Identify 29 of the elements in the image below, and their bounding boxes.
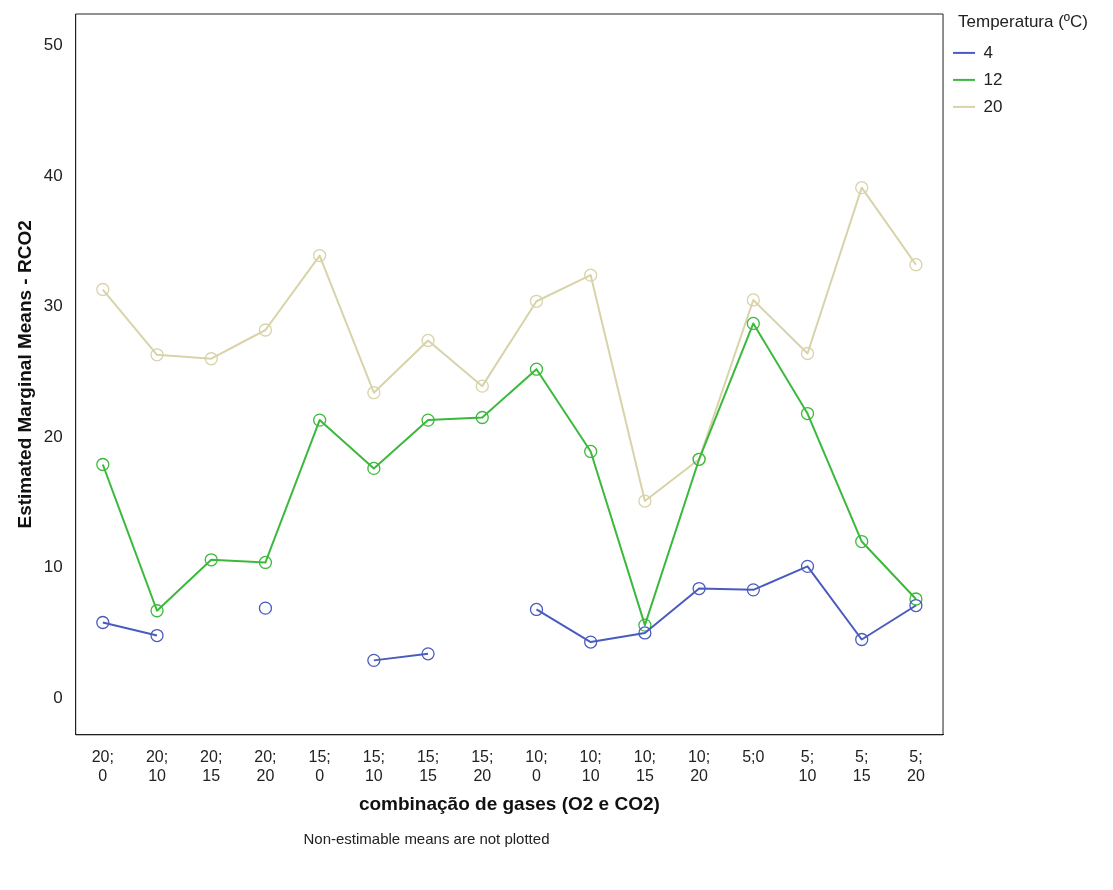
- y-tick-label: 20: [43, 426, 63, 446]
- x-tick-label: 5; 10: [798, 747, 817, 785]
- y-axis-title: Estimated Marginal Means - RCO2: [13, 220, 35, 529]
- y-tick-label: 10: [43, 557, 63, 577]
- y-tick-label: 50: [43, 35, 63, 55]
- x-tick-label: 5;0: [742, 747, 765, 765]
- x-tick-label: 15; 10: [362, 747, 385, 785]
- y-tick-label: 40: [43, 165, 63, 185]
- legend-label: 4: [983, 42, 993, 62]
- text: Non-estimable means are not plotted: [302, 830, 551, 847]
- x-tick-label: 10; 0: [525, 747, 548, 785]
- x-tick-label: 20; 15: [200, 747, 223, 785]
- y-tick-label: 30: [43, 296, 63, 316]
- x-tick-label: 20; 0: [91, 747, 114, 785]
- x-tick-label: 15; 20: [471, 747, 494, 785]
- x-tick-label: 5; 15: [852, 747, 871, 785]
- legend-label: 20: [983, 96, 1003, 116]
- x-axis-title: combinação de gases (O2 e CO2): [358, 792, 660, 814]
- y-tick-label: 0: [53, 687, 63, 707]
- x-tick-label: 20; 10: [145, 747, 169, 785]
- x-tick-label: 10; 10: [579, 747, 602, 785]
- legend-label: 12: [983, 69, 1003, 89]
- x-tick-label: 20; 20: [254, 747, 277, 785]
- x-tick-label: 5; 20: [907, 747, 925, 785]
- legend-title: Temperatura (ºC): [958, 12, 1088, 32]
- x-tick-label: 15; 15: [416, 747, 440, 785]
- x-tick-label: 10; 15: [633, 747, 657, 785]
- x-tick-label: 10; 20: [687, 747, 711, 785]
- x-tick-label: 15; 0: [308, 747, 331, 785]
